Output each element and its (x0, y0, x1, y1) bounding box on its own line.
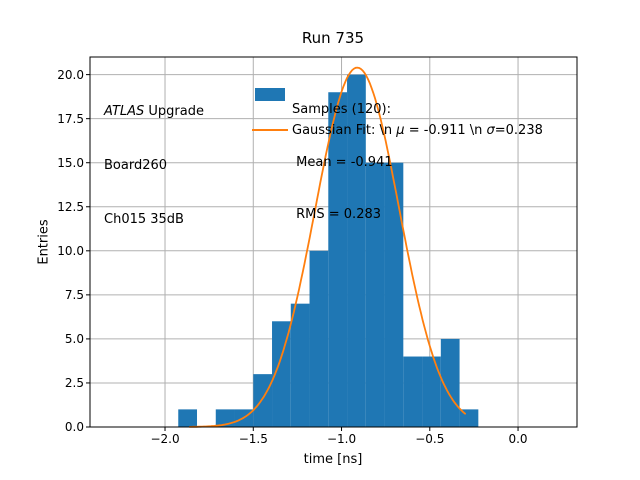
y-tick-label: 20.0 (57, 67, 84, 82)
annotation-line-1: ATLAS Upgrade (104, 103, 204, 121)
y-tick-label: 0.0 (64, 420, 84, 434)
histogram-bar (290, 303, 310, 427)
legend-gaussian-swatch (252, 129, 288, 131)
x-tick-label: −1.5 (238, 432, 268, 446)
chart-title: Run 735 (301, 29, 365, 47)
legend-samples-label: Samples (120): Mean = -0.941 RMS = 0.283 (292, 66, 393, 259)
histogram-bar (309, 250, 329, 427)
histogram-bar (347, 74, 366, 427)
histogram-bar (178, 409, 198, 427)
plot-frame (89, 56, 578, 428)
y-tick-label: 2.5 (64, 375, 84, 390)
x-tick-label: −1.0 (326, 432, 357, 446)
y-axis-label: Entries (36, 219, 52, 265)
y-tick-label: 15.0 (57, 155, 84, 170)
annotation-atlas: ATLAS (104, 104, 145, 119)
legend-gaussian-text: = -0.911 \n (404, 123, 487, 138)
y-tick-label: 12.5 (57, 199, 84, 214)
legend-histogram-swatch (255, 88, 285, 101)
histogram-bar (272, 321, 291, 427)
histogram-bar (328, 92, 348, 427)
legend-gaussian-text: =0.238 (494, 123, 543, 138)
histogram-bar (440, 338, 460, 427)
annotation-line-2: Board260 (104, 158, 168, 173)
legend-gaussian-label: Gaussian Fit: \n μ = -0.911 \n σ=0.238 (292, 122, 543, 140)
y-tick-label: 5.0 (64, 331, 84, 346)
x-tick-label: −0.5 (415, 432, 445, 446)
annotation-line-3: Ch015 35dB (104, 212, 184, 227)
legend-mu-symbol: μ (396, 123, 405, 138)
histogram-bar (384, 162, 404, 427)
legend-samples-line2: Mean = -0.941 (292, 154, 393, 170)
histogram-bar (253, 374, 273, 427)
histogram-bar (403, 356, 423, 427)
gaussian-fit-curve (188, 66, 466, 428)
annotation-upgrade: Upgrade (144, 104, 204, 119)
annotation-block: ATLAS Upgrade Board260 Ch015 35dB (104, 67, 204, 265)
x-tick-label: −2.0 (150, 432, 180, 446)
legend-sigma-symbol: σ (486, 123, 495, 138)
y-tick-label: 10.0 (57, 243, 84, 258)
legend-samples-line1: Samples (120): (292, 102, 391, 117)
x-axis-label: time [ns] (303, 452, 363, 467)
histogram-bar (365, 162, 385, 427)
histogram-bar (422, 356, 441, 427)
y-tick-label: 7.5 (64, 287, 84, 302)
x-tick-label: 0.0 (508, 432, 528, 446)
y-tick-label: 17.5 (57, 111, 84, 126)
legend-samples-line3: RMS = 0.283 (292, 207, 382, 222)
legend-gaussian-text: Gaussian Fit: \n (292, 123, 397, 138)
